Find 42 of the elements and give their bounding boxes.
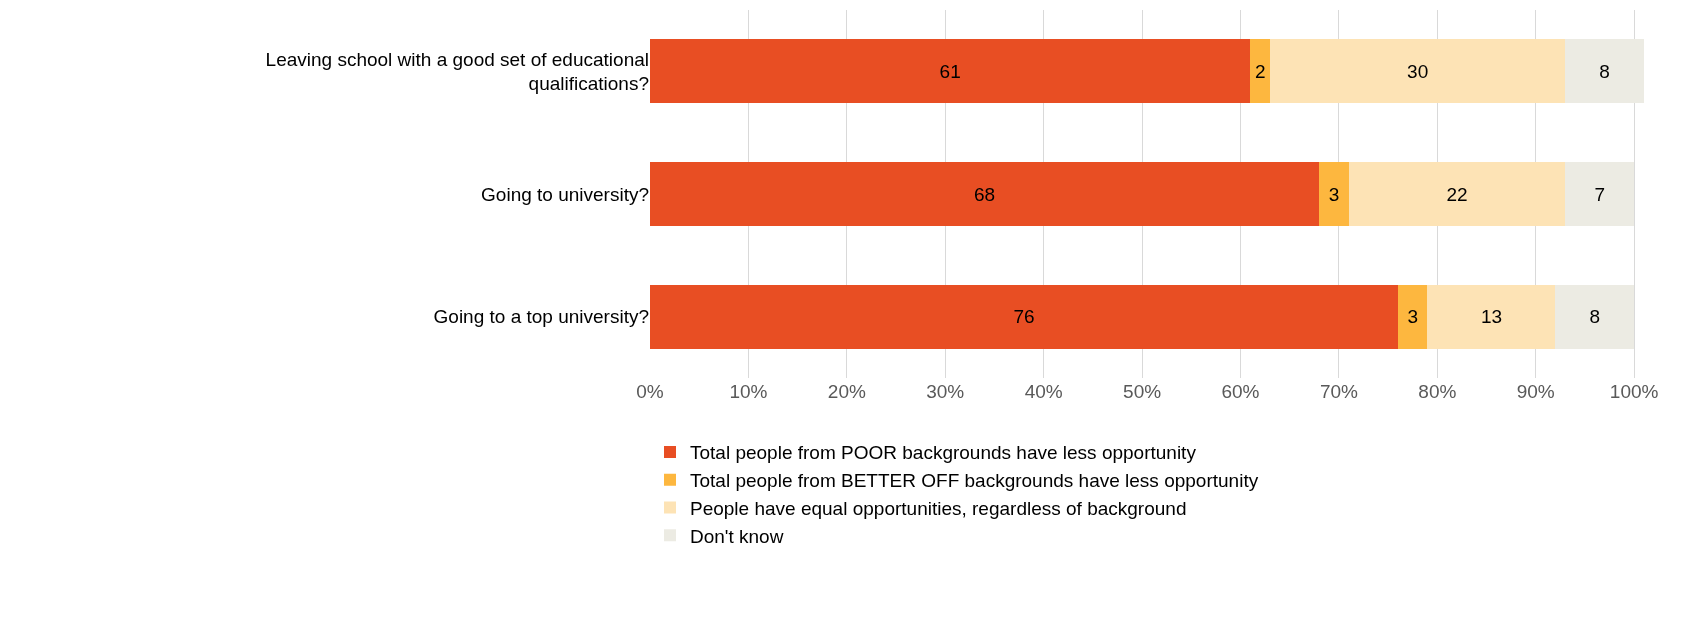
x-tick-label: 80% — [1418, 381, 1457, 402]
x-tick-label: 20% — [827, 381, 866, 402]
bar — [1565, 162, 1635, 226]
data-label: 13 — [1480, 306, 1503, 328]
y-tick-label: Going to university? — [481, 183, 649, 205]
x-tick-label: 30% — [926, 381, 965, 402]
x-tick-label: 50% — [1123, 381, 1162, 402]
bar — [650, 39, 1251, 104]
legend-label: Don't know — [690, 525, 784, 547]
legend-label: Total people from POOR backgrounds have less opportunity — [690, 442, 1197, 464]
data-label: 68 — [974, 183, 996, 205]
bar — [1319, 162, 1349, 226]
bar — [1270, 39, 1566, 104]
bar — [1427, 284, 1556, 349]
data-label: 2 — [1254, 60, 1266, 82]
bar — [1565, 39, 1644, 104]
data-label: 61 — [939, 60, 961, 82]
data-label: 8 — [1599, 60, 1610, 82]
bar — [1348, 162, 1566, 226]
x-tick-label: 60% — [1221, 381, 1260, 402]
bar — [650, 284, 1398, 349]
data-label: 3 — [1328, 183, 1340, 205]
data-label: 8 — [1589, 306, 1601, 328]
x-tick-label: 90% — [1516, 381, 1555, 402]
data-label: 3 — [1407, 306, 1419, 328]
x-tick-label: 100% — [1609, 381, 1659, 402]
data-label: 7 — [1594, 183, 1605, 205]
bar — [650, 162, 1320, 226]
data-label: 76 — [1013, 306, 1035, 328]
bar — [1397, 284, 1428, 349]
y-tick-label: Leaving school with a good set of educational qualifications? — [265, 48, 649, 95]
x-tick-label: 40% — [1024, 381, 1063, 402]
data-label: 22 — [1446, 183, 1468, 205]
bar — [1555, 284, 1635, 349]
legend-label: People have equal opportunities, regardless of background — [690, 497, 1187, 519]
x-tick-label: 0% — [636, 381, 664, 402]
legend-label: Total people from BETTER OFF backgrounds have less opportunity — [690, 470, 1259, 492]
y-tick-label: Going to a top university? — [433, 306, 649, 328]
x-tick-label: 10% — [729, 381, 768, 402]
bar — [1250, 39, 1271, 104]
data-label: 30 — [1407, 60, 1429, 82]
x-tick-label: 70% — [1319, 381, 1359, 402]
